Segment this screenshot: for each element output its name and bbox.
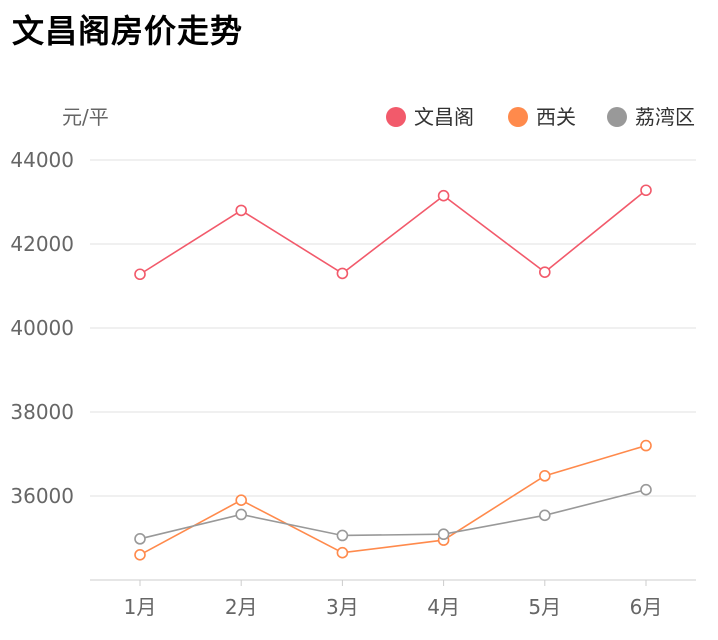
chart-title: 文昌阁房价走势 (12, 12, 244, 50)
x-tick-label: 5月 (528, 595, 561, 619)
data-point[interactable] (235, 204, 247, 217)
series-line (139, 189, 647, 275)
x-tick-label: 6月 (630, 595, 663, 619)
y-tick-label: 42000 (10, 232, 74, 256)
y-tick-label: 44000 (10, 148, 74, 172)
y-tick-label: 36000 (10, 484, 74, 508)
data-point[interactable] (134, 268, 146, 281)
legend-label: 西关 (536, 105, 576, 129)
legend: 文昌阁 西关 荔湾区 (386, 105, 695, 129)
data-point[interactable] (336, 546, 349, 559)
legend-item[interactable]: 西关 (508, 105, 576, 129)
legend-item[interactable]: 文昌阁 (386, 105, 474, 129)
x-tick-label: 3月 (326, 595, 359, 619)
data-point[interactable] (336, 267, 349, 280)
legend-label: 文昌阁 (414, 105, 474, 129)
data-point[interactable] (235, 494, 247, 507)
data-point[interactable] (538, 266, 551, 278)
data-point[interactable] (336, 529, 349, 542)
data-point[interactable] (538, 509, 551, 522)
x-tick-label: 2月 (225, 595, 258, 619)
data-point[interactable] (134, 533, 146, 545)
data-point[interactable] (235, 508, 247, 521)
y-tick-label: 40000 (10, 316, 74, 340)
x-axis-ticks: 1月 2月 3月 4月 5月 6月 (124, 580, 663, 619)
series (134, 483, 652, 545)
data-point[interactable] (437, 528, 450, 541)
series (134, 439, 652, 561)
series (134, 184, 652, 281)
series-line (139, 444, 647, 556)
x-tick-label: 4月 (427, 595, 460, 619)
legend-label: 荔湾区 (635, 105, 695, 129)
legend-marker (607, 107, 627, 127)
data-point[interactable] (640, 483, 652, 496)
series-lines (134, 184, 652, 561)
y-tick-label: 38000 (10, 400, 74, 424)
legend-item[interactable]: 荔湾区 (607, 105, 695, 129)
y-axis-label: 元/平 (62, 105, 109, 129)
gridlines (90, 159, 696, 581)
x-tick-label: 1月 (124, 595, 157, 619)
legend-marker (508, 107, 528, 127)
data-point[interactable] (640, 439, 652, 452)
data-point[interactable] (134, 548, 146, 561)
legend-marker (386, 107, 406, 127)
series-line (139, 488, 647, 540)
data-point[interactable] (640, 184, 652, 197)
y-axis-ticks: 36000 38000 40000 42000 44000 (10, 148, 74, 508)
data-point[interactable] (538, 470, 551, 482)
data-point[interactable] (437, 189, 450, 202)
